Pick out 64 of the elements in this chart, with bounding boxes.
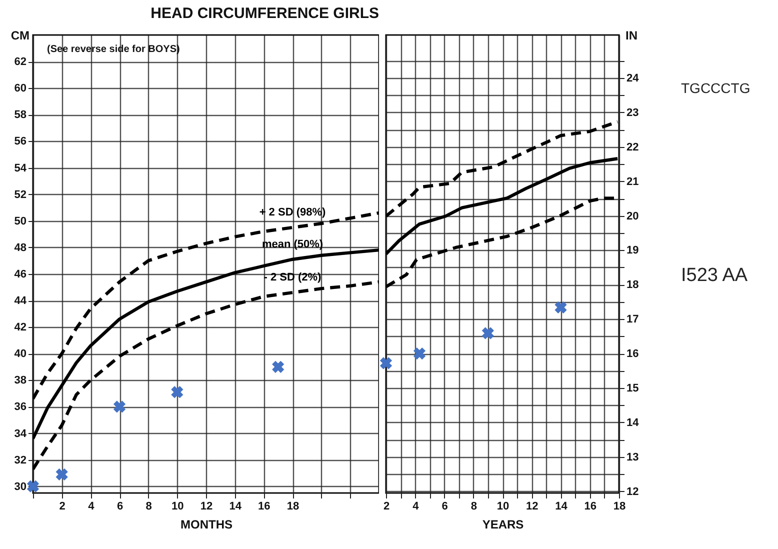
point xyxy=(26,480,40,492)
x-tick-label: 16 xyxy=(258,500,270,512)
x-axis-title: YEARS xyxy=(482,518,524,532)
x-axis-title: MONTHS xyxy=(180,518,232,532)
x-tick-label: 10 xyxy=(496,500,510,512)
y-tick-label: 13 xyxy=(626,451,639,464)
x-tick-label: 4 xyxy=(88,500,96,512)
x-tick-label: 14 xyxy=(555,500,568,512)
x-tick-label: 16 xyxy=(584,500,596,512)
y-tick-label: 15 xyxy=(626,382,639,394)
y-tick-label: 36 xyxy=(14,401,26,414)
y-tick-label: 56 xyxy=(14,136,26,148)
y-axis-title: IN xyxy=(626,28,638,42)
y-tick-label: 17 xyxy=(626,314,639,326)
x-tick-label: 8 xyxy=(146,500,152,512)
x-tick-label: 2 xyxy=(59,500,66,512)
y-tick-label: 16 xyxy=(626,348,639,360)
x-tick-label: 4 xyxy=(412,500,420,512)
y-tick-label: 12 xyxy=(626,486,639,498)
y-tick-label: 14 xyxy=(626,416,640,429)
text: I523 AA xyxy=(681,265,748,286)
x-tick-label: 12 xyxy=(200,500,213,512)
y-tick-label: 54 xyxy=(14,162,28,174)
y-tick-label: 50 xyxy=(14,215,26,228)
y-tick-label: 48 xyxy=(14,242,26,254)
point xyxy=(554,301,567,314)
y-tick-label: 58 xyxy=(14,109,26,122)
y-tick-label: 60 xyxy=(14,82,26,95)
point xyxy=(272,360,284,373)
point xyxy=(171,386,184,398)
y-tick-label: 62 xyxy=(14,56,26,68)
point xyxy=(56,468,68,480)
y-tick-label: 44 xyxy=(14,295,28,308)
y-tick-label: 38 xyxy=(14,374,26,387)
x-tick-label: 6 xyxy=(116,500,124,512)
point xyxy=(380,357,392,370)
y-tick-label: 21 xyxy=(626,176,639,188)
y-tick-label: 34 xyxy=(14,428,28,440)
y-tick-label: 20 xyxy=(626,210,639,222)
y-tick-label: 23 xyxy=(626,106,639,119)
x-tick-label: 2 xyxy=(383,500,390,512)
x-tick-label: 8 xyxy=(470,500,477,512)
x-tick-label: 18 xyxy=(613,500,626,512)
y-tick-label: 52 xyxy=(14,188,26,201)
point xyxy=(113,400,126,413)
x-tick-label: 10 xyxy=(172,500,184,512)
y-tick-label: 42 xyxy=(14,322,26,334)
y-tick-label: 40 xyxy=(14,348,26,360)
x-tick-label: 18 xyxy=(286,500,300,512)
y-axis-title: CM xyxy=(10,28,30,42)
x-tick-label: 12 xyxy=(526,500,538,512)
y-tick-label: 32 xyxy=(14,454,26,466)
point xyxy=(482,327,494,340)
text: TGCCCTG xyxy=(681,80,750,96)
y-tick-label: 30 xyxy=(14,480,26,493)
y-tick-label: 18 xyxy=(626,279,639,292)
y-tick-label: 22 xyxy=(626,141,639,154)
point xyxy=(413,347,426,360)
y-tick-label: 19 xyxy=(626,244,639,257)
chart-title: HEAD CIRCUMFERENCE GIRLS xyxy=(150,5,379,22)
y-tick-label: 46 xyxy=(14,268,26,280)
y-tick-label: 24 xyxy=(626,72,640,85)
x-tick-label: 14 xyxy=(229,500,242,512)
x-tick-label: 6 xyxy=(442,500,448,512)
